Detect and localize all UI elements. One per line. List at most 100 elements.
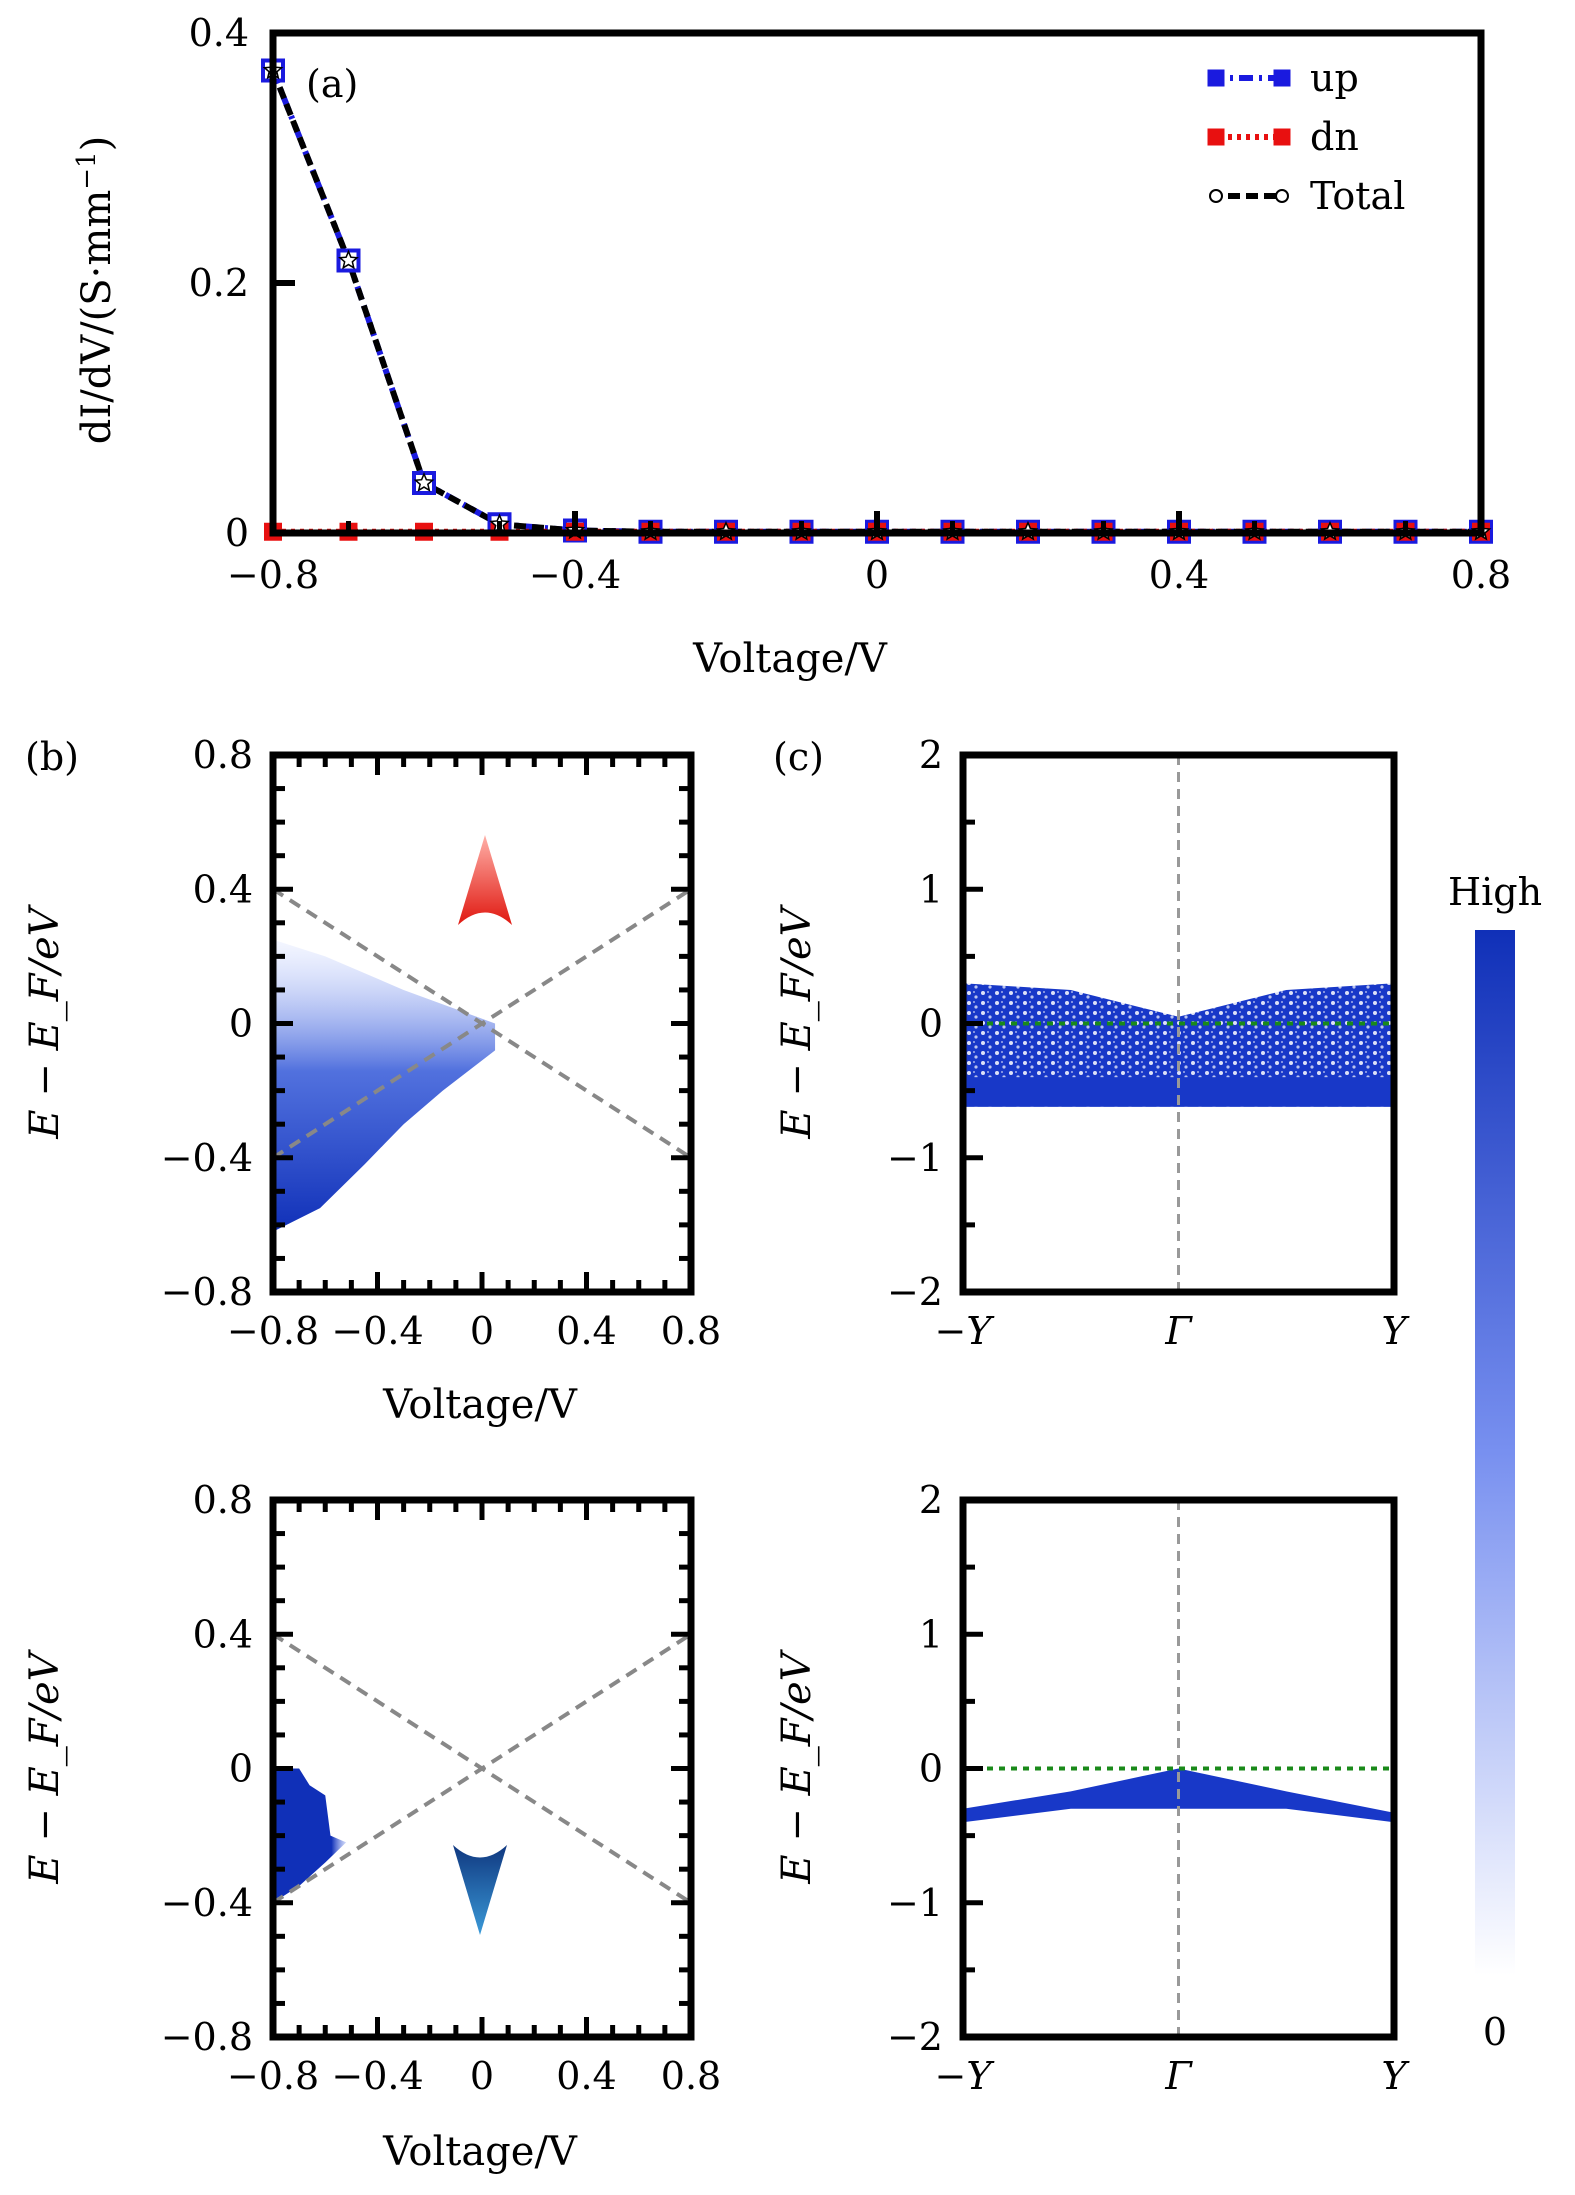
c-y-tick-label: −1 bbox=[887, 1136, 943, 1180]
c-y-tick-label: 2 bbox=[919, 733, 943, 777]
c-y-tick-label: 2 bbox=[919, 1478, 943, 1522]
b-y-tick-label: −0.4 bbox=[161, 1881, 253, 1925]
a-x-axis-label: Voltage/V bbox=[692, 636, 888, 682]
spin-up-arrow bbox=[458, 835, 512, 925]
legend-marker bbox=[1207, 69, 1225, 87]
b-y-tick-label: 0.4 bbox=[193, 1612, 253, 1656]
c-y-tick-label: 1 bbox=[919, 867, 943, 911]
bias-window-line bbox=[271, 1632, 693, 1905]
b-y-tick-label: −0.8 bbox=[161, 1270, 253, 1314]
panel-c-up: −2 −1 0 1 2 −Y Γ Y (c) E − E_F/eV bbox=[773, 733, 1410, 1353]
b-up-heatmap-layer bbox=[273, 939, 496, 1232]
c-y-tick-label: 0 bbox=[919, 1747, 943, 1791]
legend-marker bbox=[1207, 128, 1225, 146]
b-x-tick-label: 0.4 bbox=[556, 1309, 616, 1353]
b-down-y-axis-label: E − E_F/eV bbox=[22, 1648, 68, 1884]
b-up-ticks-layer: −0.8−0.8 −0.4 −0.4 0 0 0.4 0.4 0.8 0.8 bbox=[161, 733, 722, 1353]
c-x-tick-label: Y bbox=[1381, 1309, 1410, 1353]
a-y-axis-label-main: dI/dV/(S·mm bbox=[74, 190, 120, 444]
bias-window-line bbox=[271, 887, 693, 1160]
c-up-ticks-layer: −2 −1 0 1 2 −Y Γ Y bbox=[887, 733, 1410, 1353]
a-x-tick-label: 0.8 bbox=[1451, 553, 1511, 597]
legend-label-up: up bbox=[1310, 56, 1359, 100]
b-y-tick-label: 0 bbox=[229, 1747, 253, 1791]
b-up-y-axis-label: E − E_F/eV bbox=[22, 903, 68, 1139]
b-down-bias-lines bbox=[271, 1632, 693, 1905]
legend-marker bbox=[1209, 189, 1223, 203]
a-plot-frame bbox=[269, 29, 1485, 537]
b-up-intensity-region bbox=[273, 939, 496, 1232]
a-ticks-layer: −0.8 −0.4 0 0.4 0.8 0 0.2 0.4 bbox=[189, 11, 1512, 597]
a-x-tick-label: 0 bbox=[865, 553, 889, 597]
colorbar-high-label: High bbox=[1448, 870, 1542, 914]
legend-marker bbox=[1273, 69, 1291, 87]
b-x-tick-label: −0.4 bbox=[331, 2054, 423, 2098]
b-x-tick-label: −0.4 bbox=[331, 1309, 423, 1353]
b-up-bias-lines bbox=[271, 887, 693, 1160]
c-up-band-layer bbox=[963, 755, 1394, 1292]
b-x-tick-label: 0 bbox=[470, 2054, 494, 2098]
spin-down-arrow bbox=[453, 1845, 507, 1935]
a-x-tick-label: −0.4 bbox=[529, 553, 621, 597]
b-x-tick-label: 0 bbox=[470, 1309, 494, 1353]
a-series-layer bbox=[261, 58, 1493, 544]
b-down-ticks-layer: −0.8−0.8 −0.4 −0.4 0 0 0.4 0.4 0.8 0.8 bbox=[161, 1478, 722, 2098]
c-panel-label: (c) bbox=[773, 735, 824, 779]
c-y-tick-label: −2 bbox=[887, 2015, 943, 2059]
panel-b-down: −0.8−0.8 −0.4 −0.4 0 0 0.4 0.4 0.8 0.8 Voltage/V… bbox=[22, 1478, 721, 2175]
c-y-tick-label: −1 bbox=[887, 1881, 943, 1925]
a-series-line-up bbox=[270, 69, 1481, 535]
a-y-axis-label-close: ) bbox=[74, 136, 120, 152]
a-total-point bbox=[413, 472, 435, 492]
panel-a: −0.8 −0.4 0 0.4 0.8 0 0.2 0.4 (a) Voltage/V dI/… bbox=[72, 11, 1511, 682]
b-y-tick-label: 0.8 bbox=[193, 733, 253, 777]
a-x-tick-label: 0.4 bbox=[1149, 553, 1209, 597]
panel-b-up: −0.8−0.8 −0.4 −0.4 0 0 0.4 0.4 0.8 0.8 (b) Volta… bbox=[22, 733, 721, 1428]
c-y-tick-label: −2 bbox=[887, 1270, 943, 1314]
c-x-tick-label: −Y bbox=[935, 2054, 996, 2098]
c-down-ticks-layer: −2 −1 0 1 2 −Y Γ Y bbox=[887, 1478, 1410, 2098]
a-total-point bbox=[338, 249, 359, 270]
c-x-tick-label: Γ bbox=[1164, 2054, 1193, 2098]
b-y-tick-label: −0.8 bbox=[161, 2015, 253, 2059]
a-y-tick-label: 0.4 bbox=[189, 11, 249, 55]
b-down-heatmap-layer bbox=[273, 1768, 347, 1903]
b-down-intensity-region bbox=[273, 1768, 347, 1903]
panel-c-down: −2 −1 0 1 2 −Y Γ Y E − E_F/eV bbox=[774, 1478, 1410, 2098]
b-up-x-axis-label: Voltage/V bbox=[382, 1382, 578, 1428]
colorbar-low-label: 0 bbox=[1483, 2010, 1507, 2054]
colorbar: High 0 bbox=[1448, 870, 1542, 2054]
b-y-tick-label: 0.4 bbox=[193, 867, 253, 911]
c-up-y-axis-label: E − E_F/eV bbox=[774, 903, 820, 1139]
b-x-tick-label: −0.8 bbox=[227, 2054, 319, 2098]
legend-label-total: Total bbox=[1310, 174, 1405, 218]
c-down-band-layer bbox=[963, 1500, 1394, 2037]
a-legend: up dn Total bbox=[1207, 56, 1405, 218]
a-y-axis-label: dI/dV/(S·mm−1) bbox=[72, 136, 120, 444]
a-panel-label: (a) bbox=[306, 62, 358, 106]
c-x-tick-label: Γ bbox=[1164, 1309, 1193, 1353]
c-y-tick-label: 1 bbox=[919, 1612, 943, 1656]
c-down-y-axis-label: E − E_F/eV bbox=[774, 1648, 820, 1884]
c-x-tick-label: Y bbox=[1381, 2054, 1410, 2098]
c-y-tick-label: 0 bbox=[919, 1002, 943, 1046]
a-y-tick-label: 0 bbox=[225, 511, 249, 555]
b-down-x-axis-label: Voltage/V bbox=[382, 2129, 578, 2175]
legend-label-dn: dn bbox=[1310, 115, 1359, 159]
b-y-tick-label: −0.4 bbox=[161, 1136, 253, 1180]
b-x-tick-label: 0.8 bbox=[661, 1309, 721, 1353]
legend-marker bbox=[1275, 189, 1289, 203]
a-x-tick-label: −0.8 bbox=[227, 553, 319, 597]
b-x-tick-label: 0.4 bbox=[556, 2054, 616, 2098]
c-x-tick-label: −Y bbox=[935, 1309, 996, 1353]
b-panel-label: (b) bbox=[25, 735, 79, 779]
b-y-tick-label: 0 bbox=[229, 1002, 253, 1046]
a-series-line-total bbox=[270, 69, 1481, 535]
legend-marker bbox=[1273, 128, 1291, 146]
a-y-axis-label-sup: −1 bbox=[72, 151, 102, 189]
a-y-tick-label: 0.2 bbox=[189, 261, 249, 305]
b-x-tick-label: 0.8 bbox=[661, 2054, 721, 2098]
colorbar-gradient bbox=[1475, 930, 1515, 1975]
b-y-tick-label: 0.8 bbox=[193, 1478, 253, 1522]
